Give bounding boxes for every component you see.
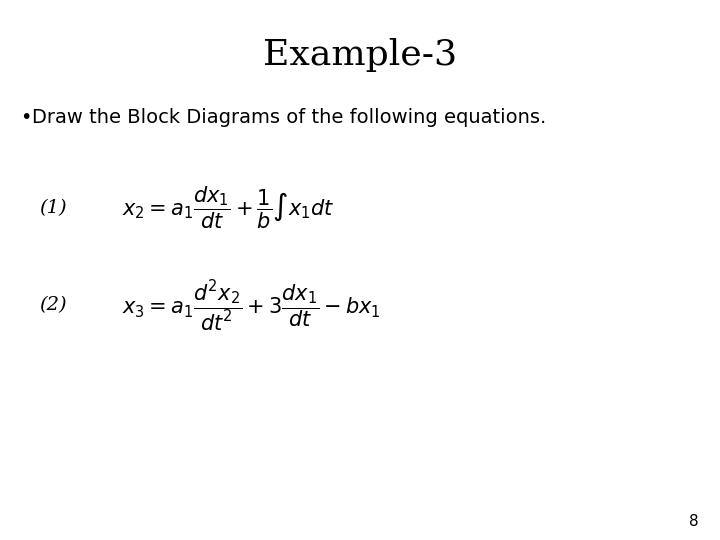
Text: Draw the Block Diagrams of the following equations.: Draw the Block Diagrams of the following…	[32, 108, 546, 127]
Text: •: •	[20, 108, 32, 127]
Text: $x_2 = a_1 \dfrac{dx_1}{dt} + \dfrac{1}{b}\int x_1 dt$: $x_2 = a_1 \dfrac{dx_1}{dt} + \dfrac{1}{…	[122, 185, 335, 231]
Text: $x_3 = a_1 \dfrac{d^2x_2}{dt^2} + 3\dfrac{dx_1}{dt} - bx_1$: $x_3 = a_1 \dfrac{d^2x_2}{dt^2} + 3\dfra…	[122, 278, 381, 333]
Text: Example-3: Example-3	[263, 38, 457, 72]
Text: (2): (2)	[40, 296, 67, 314]
Text: (1): (1)	[40, 199, 67, 217]
Text: 8: 8	[689, 514, 698, 529]
